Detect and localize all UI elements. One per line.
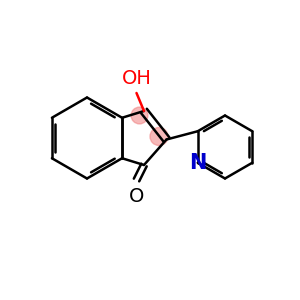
Circle shape: [131, 107, 148, 124]
Text: O: O: [129, 188, 144, 206]
Text: N: N: [189, 153, 206, 173]
Circle shape: [150, 128, 168, 146]
Text: OH: OH: [122, 70, 152, 88]
